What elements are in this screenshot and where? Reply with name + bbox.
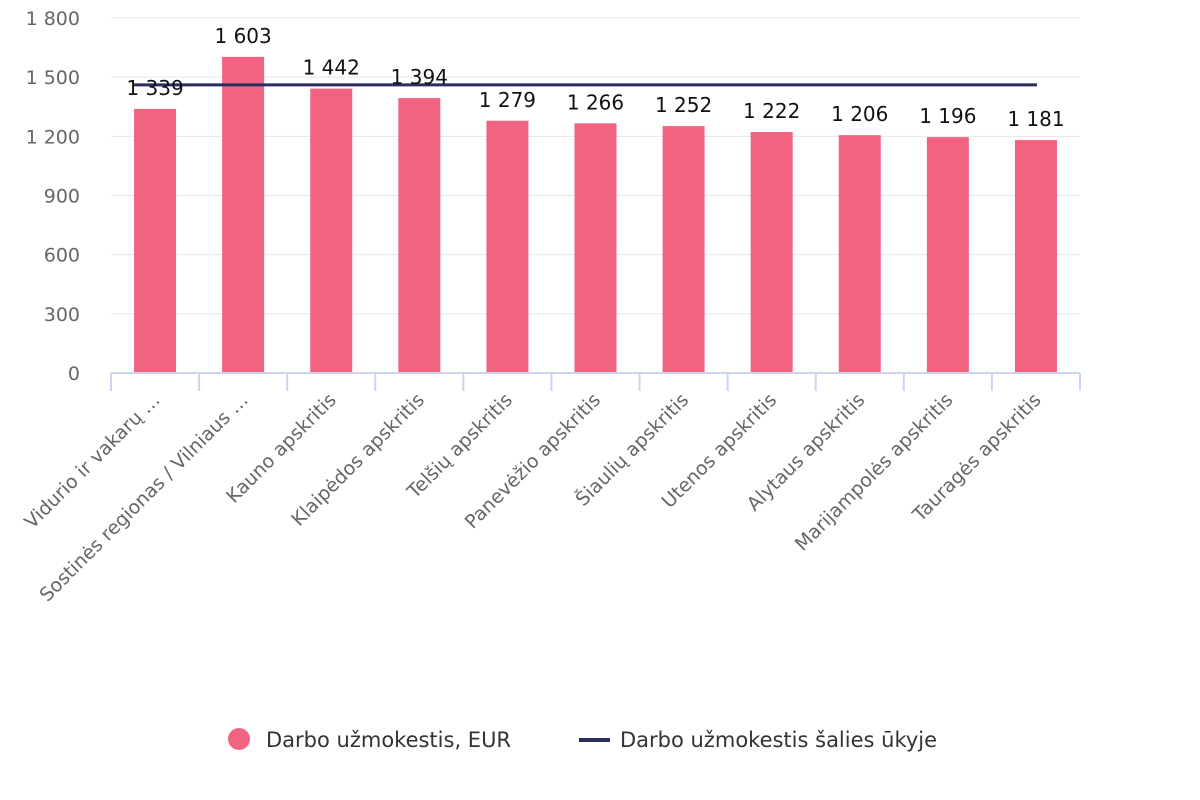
bar[interactable] xyxy=(662,126,705,373)
data-label: 1 181 xyxy=(1007,107,1064,131)
data-label: 1 442 xyxy=(303,56,360,80)
bar[interactable] xyxy=(486,120,529,373)
legend-label-bars: Darbo užmokestis, EUR xyxy=(266,728,511,752)
data-label: 1 339 xyxy=(126,76,183,100)
bar[interactable] xyxy=(134,108,177,374)
y-tick-label: 1 800 xyxy=(26,8,80,30)
data-label: 1 196 xyxy=(919,104,976,128)
data-label: 1 206 xyxy=(831,102,888,126)
y-tick-label: 0 xyxy=(68,363,80,385)
bar[interactable] xyxy=(222,56,265,373)
bar[interactable] xyxy=(750,131,793,373)
label-layer: 1 339 1 603 1 442 1 394 1 279 1 266 1 252 1 222… xyxy=(126,24,1064,131)
y-tick-label: 600 xyxy=(44,245,80,267)
data-label: 1 252 xyxy=(655,93,712,117)
bar[interactable] xyxy=(838,135,881,373)
bar-layer xyxy=(134,56,1057,374)
y-tick-label: 1 500 xyxy=(26,67,80,89)
legend[interactable]: Darbo užmokestis, EUR Darbo užmokestis š… xyxy=(228,728,937,752)
data-label: 1 279 xyxy=(479,88,536,112)
legend-label-line: Darbo užmokestis šalies ūkyje xyxy=(620,728,937,752)
legend-bar-swatch xyxy=(228,728,250,750)
y-tick-label: 1 200 xyxy=(26,126,80,148)
bar[interactable] xyxy=(574,123,617,373)
bar[interactable] xyxy=(398,98,441,374)
data-label: 1 603 xyxy=(215,24,272,48)
y-tick-label: 900 xyxy=(44,186,80,208)
data-label: 1 222 xyxy=(743,99,800,123)
bar[interactable] xyxy=(1014,140,1057,373)
bar[interactable] xyxy=(310,88,353,373)
data-label: 1 394 xyxy=(391,65,448,89)
data-label: 1 266 xyxy=(567,90,624,114)
y-tick-label: 300 xyxy=(44,304,80,326)
x-tick-label: Marijampolės apskritis xyxy=(791,389,958,556)
legend-item-line[interactable]: Darbo užmokestis šalies ūkyje xyxy=(579,728,937,752)
legend-item-bars[interactable]: Darbo užmokestis, EUR xyxy=(228,728,511,752)
bar[interactable] xyxy=(926,137,969,373)
